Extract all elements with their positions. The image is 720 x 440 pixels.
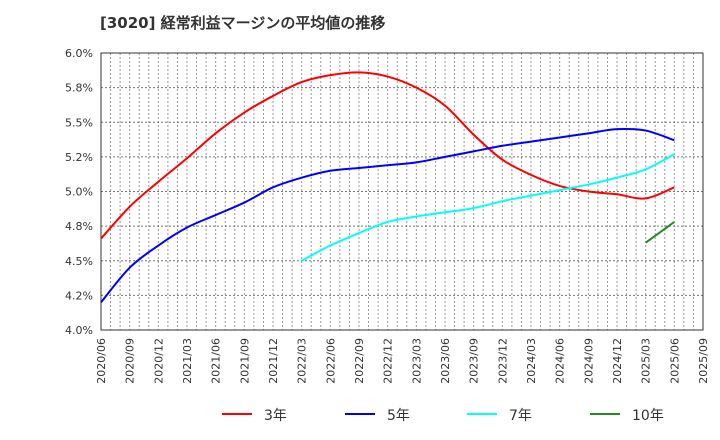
y-tick-label: 4.8% (65, 220, 93, 233)
x-tick-label: 2024/03 (525, 338, 538, 384)
x-tick-label: 2022/06 (324, 338, 337, 384)
plot-frame (100, 52, 704, 331)
y-tick-label: 5.2% (65, 151, 93, 164)
x-tick-label: 2021/03 (181, 338, 194, 384)
x-tick-label: 2024/12 (611, 338, 624, 384)
x-tick-label: 2023/03 (410, 338, 423, 384)
series-line-7年 (301, 153, 675, 262)
x-tick-label: 2020/12 (152, 338, 165, 384)
y-tick-label: 5.0% (65, 186, 93, 199)
x-tick-label: 2021/06 (210, 338, 223, 384)
chart-title: [3020] 経常利益マージンの平均値の推移 (100, 14, 386, 32)
x-tick-label: 2024/06 (554, 338, 567, 384)
legend-label: 10年 (632, 408, 664, 424)
x-tick-label: 2023/12 (496, 338, 509, 384)
legend-label: 5年 (387, 408, 410, 424)
x-tick-label: 2020/09 (124, 338, 137, 384)
y-tick-label: 6.0% (65, 47, 93, 60)
series-line-3年 (100, 71, 675, 240)
x-tick-label: 2025/09 (697, 338, 710, 384)
x-tick-label: 2020/06 (95, 338, 108, 384)
series-line-10年 (645, 221, 675, 244)
x-tick-label: 2022/09 (353, 338, 366, 384)
y-tick-label: 5.5% (65, 116, 93, 129)
x-tick-label: 2023/09 (468, 338, 481, 384)
y-tick-label: 5.8% (65, 82, 93, 95)
x-tick-label: 2025/03 (640, 338, 653, 384)
x-tick-label: 2022/12 (382, 338, 395, 384)
x-tick-label: 2025/06 (668, 338, 681, 384)
x-tick-label: 2022/03 (296, 338, 309, 384)
x-tick-label: 2021/09 (238, 338, 251, 384)
x-tick-label: 2021/12 (267, 338, 280, 384)
y-tick-label: 4.5% (65, 255, 93, 268)
legend-label: 3年 (264, 408, 287, 424)
y-tick-label: 4.0% (65, 324, 93, 337)
legend-label: 7年 (509, 408, 532, 424)
y-tick-label: 4.2% (65, 289, 93, 302)
series-line-5年 (100, 127, 675, 303)
x-tick-label: 2024/09 (582, 338, 595, 384)
x-tick-label: 2023/06 (439, 338, 452, 384)
